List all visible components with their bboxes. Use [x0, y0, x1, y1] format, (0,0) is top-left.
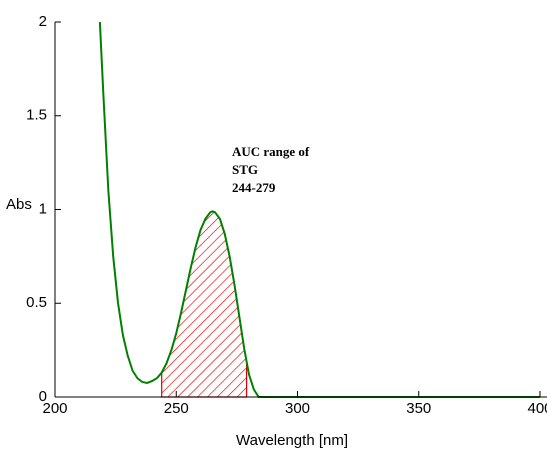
annotation: STG [232, 162, 258, 177]
x-tick-label: 200 [42, 400, 67, 417]
x-tick-label: 350 [406, 400, 431, 417]
y-tick-label: 1.5 [26, 107, 47, 124]
y-tick-label: 2 [39, 13, 47, 30]
y-tick-label: 0 [39, 388, 47, 405]
x-tick-label: 400 [527, 400, 547, 417]
x-tick-label: 300 [285, 400, 310, 417]
y-tick-label: 0.5 [26, 294, 47, 311]
auc-area [161, 210, 248, 398]
y-tick-label: 1 [39, 200, 47, 217]
annotation: 244-279 [232, 180, 276, 195]
x-axis-label: Wavelength [nm] [236, 432, 348, 449]
x-tick-label: 250 [164, 400, 189, 417]
spectrum-line [98, 21, 540, 398]
y-axis-label: Abs [6, 196, 32, 213]
annotation: AUC range of [232, 144, 310, 159]
